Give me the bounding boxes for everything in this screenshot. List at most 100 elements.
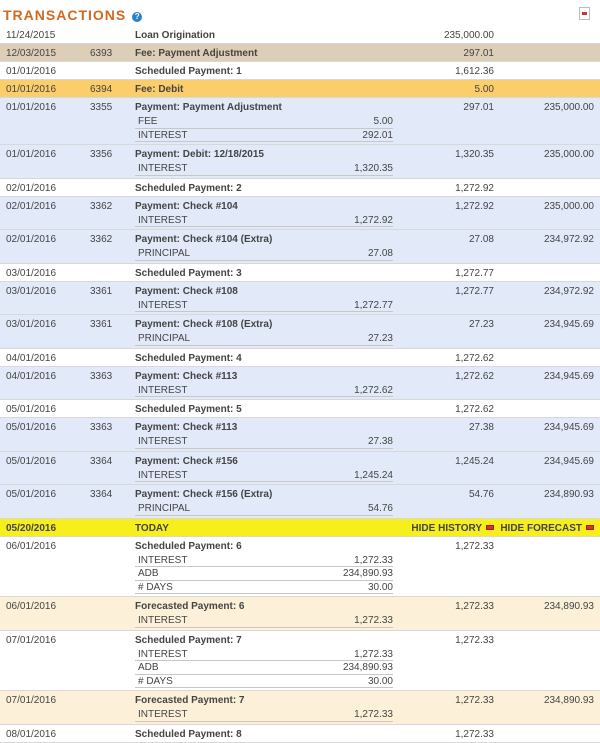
row-description: Forecasted Payment: 6: [135, 601, 245, 612]
row-amount: 1,272.33: [455, 601, 494, 612]
breakdown-value: 27.23: [367, 333, 393, 344]
transaction-row[interactable]: 05/01/2016 Scheduled Payment: 5 1,272.62: [0, 400, 600, 418]
row-number: 3364: [90, 489, 113, 500]
row-number: 3364: [90, 455, 113, 467]
transactions-header: TRANSACTIONS?: [0, 0, 600, 26]
row-date: 01/01/2016: [6, 66, 57, 77]
row-description: Loan Origination: [135, 30, 215, 41]
transaction-row[interactable]: 05/01/2016 3363 Payment: Check #113 27.38 23…: [0, 418, 600, 452]
breakdown-label: # DAYS: [138, 675, 173, 687]
breakdown-value: 292.01: [362, 129, 393, 141]
row-balance: 234,945.69: [543, 455, 594, 467]
help-icon[interactable]: ?: [132, 12, 143, 22]
row-amount: 27.38: [468, 422, 494, 433]
transaction-row[interactable]: 04/01/2016 3363 Payment: Check #113 1,272.6…: [0, 366, 600, 400]
row-balance: 235,000.00: [543, 149, 594, 160]
row-description: TODAY: [135, 522, 169, 534]
row-amount: 5.00: [474, 84, 494, 95]
hide-forecast-button[interactable]: HIDE FORECAST: [500, 522, 594, 535]
breakdown-label: PRINCIPAL: [138, 503, 191, 514]
row-number: 6393: [90, 48, 113, 59]
row-number: 3363: [90, 422, 113, 433]
breakdown-label: FEE: [138, 116, 158, 127]
transaction-row[interactable]: 11/24/2015 Loan Origination 235,000.00: [0, 26, 600, 44]
pdf-export-icon[interactable]: [579, 7, 590, 20]
breakdown-line: ADB 234,890.93: [135, 567, 393, 581]
transaction-row[interactable]: 03/01/2016 3361 Payment: Check #108 1,272.7…: [0, 281, 600, 315]
row-date: 02/01/2016: [6, 182, 57, 194]
row-description: Scheduled Payment: 7: [135, 634, 242, 646]
breakdown-label: INTEREST: [138, 436, 188, 447]
row-description: Payment: Check #156 (Extra): [135, 489, 273, 500]
row-balance: 234,972.92: [543, 285, 594, 297]
row-balance: 234,972.92: [543, 234, 594, 245]
hide-forecast-label: HIDE FORECAST: [500, 522, 582, 534]
breakdown-value: 1,272.62: [354, 384, 393, 396]
row-amount: 1,612.36: [455, 66, 494, 77]
row-number: 6394: [90, 84, 113, 95]
row-balance: 235,000.00: [543, 200, 594, 212]
transaction-row[interactable]: 01/01/2016 3356 Payment: Debit: 12/18/2015…: [0, 145, 600, 179]
breakdown-line: PRINCIPAL 27.23: [135, 332, 393, 346]
breakdown-label: INTEREST: [138, 554, 188, 566]
breakdown-value: 1,272.33: [354, 709, 393, 720]
row-date: 03/01/2016: [6, 319, 57, 330]
row-date: 12/03/2015: [6, 48, 57, 59]
transaction-row[interactable]: 06/01/2016 Forecasted Payment: 6 1,272.33 2…: [0, 597, 600, 631]
transaction-row[interactable]: 01/01/2016 6394 Fee: Debit 5.00: [0, 80, 600, 98]
row-amount: 27.23: [468, 319, 494, 330]
row-description: Payment: Check #113: [135, 422, 238, 433]
row-number: 3361: [90, 285, 113, 297]
transaction-row[interactable]: 07/01/2016 Forecasted Payment: 7 1,272.33 2…: [0, 691, 600, 725]
transaction-row[interactable]: 05/01/2016 3364 Payment: Check #156 (Extra…: [0, 485, 600, 519]
breakdown-label: INTEREST: [138, 469, 188, 481]
row-date: 06/01/2016: [6, 540, 57, 552]
breakdown-line: INTEREST 1,272.62: [135, 384, 393, 397]
breakdown-value: 30.00: [367, 581, 393, 593]
row-date: 03/01/2016: [6, 267, 57, 279]
row-date: 04/01/2016: [6, 370, 57, 382]
breakdown-value: 30.00: [367, 675, 393, 687]
transaction-row[interactable]: 02/01/2016 3362 Payment: Check #104 (Extra…: [0, 230, 600, 264]
breakdown-value: 1,320.35: [354, 163, 393, 174]
row-date: 05/20/2016: [6, 522, 57, 534]
row-amount: 1,272.92: [455, 200, 494, 212]
row-number: 3361: [90, 319, 113, 330]
transaction-row[interactable]: 01/01/2016 Scheduled Payment: 1 1,612.36: [0, 62, 600, 80]
row-description: Payment: Check #108: [135, 285, 238, 297]
row-balance: 234,890.93: [543, 601, 594, 612]
transaction-row[interactable]: 07/01/2016 Scheduled Payment: 7 1,272.33 IN…: [0, 630, 600, 691]
row-amount: 1,272.92: [455, 182, 494, 194]
row-date: 06/01/2016: [6, 601, 57, 612]
collapse-icon: [486, 525, 494, 531]
row-date: 02/01/2016: [6, 200, 57, 212]
transaction-row[interactable]: 03/01/2016 Scheduled Payment: 3 1,272.77: [0, 263, 600, 282]
row-amount: 1,245.24: [455, 455, 494, 467]
row-number: 3362: [90, 200, 113, 212]
row-amount: 1,272.33: [455, 728, 494, 740]
breakdown-line: INTEREST 27.38: [135, 435, 393, 449]
transaction-row[interactable]: 02/01/2016 3362 Payment: Check #104 1,272.9…: [0, 196, 600, 230]
row-date: 03/01/2016: [6, 285, 57, 297]
breakdown-value: 27.38: [367, 436, 393, 447]
transaction-row[interactable]: 03/01/2016 3361 Payment: Check #108 (Extra…: [0, 315, 600, 349]
breakdown-line: INTEREST 1,272.92: [135, 214, 393, 227]
row-amount: 297.01: [463, 48, 494, 59]
row-description: Scheduled Payment: 3: [135, 267, 242, 279]
transaction-row[interactable]: 12/03/2015 6393 Fee: Payment Adjustment 297…: [0, 44, 600, 62]
breakdown-value: 234,890.93: [342, 662, 393, 673]
row-date: 07/01/2016: [6, 695, 57, 706]
row-number: 3355: [90, 102, 113, 113]
page-title: TRANSACTIONS: [3, 7, 127, 23]
breakdown-value: 1,272.33: [354, 648, 393, 660]
row-amount: 297.01: [463, 102, 494, 113]
today-row[interactable]: 05/20/2016 TODAY HIDE HISTORY HIDE FORECAST: [0, 518, 600, 537]
transaction-row[interactable]: 04/01/2016 Scheduled Payment: 4 1,272.62: [0, 348, 600, 367]
transaction-row[interactable]: 01/01/2016 3355 Payment: Payment Adjustmen…: [0, 98, 600, 145]
hide-history-button[interactable]: HIDE HISTORY: [411, 522, 494, 535]
transaction-row[interactable]: 06/01/2016 Scheduled Payment: 6 1,272.33 IN…: [0, 536, 600, 597]
transaction-row[interactable]: 08/01/2016 Scheduled Payment: 8 1,272.33: [0, 724, 600, 743]
row-amount: 1,272.33: [455, 540, 494, 552]
transaction-row[interactable]: 02/01/2016 Scheduled Payment: 2 1,272.92: [0, 178, 600, 197]
transaction-row[interactable]: 05/01/2016 3364 Payment: Check #156 1,245.2…: [0, 451, 600, 485]
